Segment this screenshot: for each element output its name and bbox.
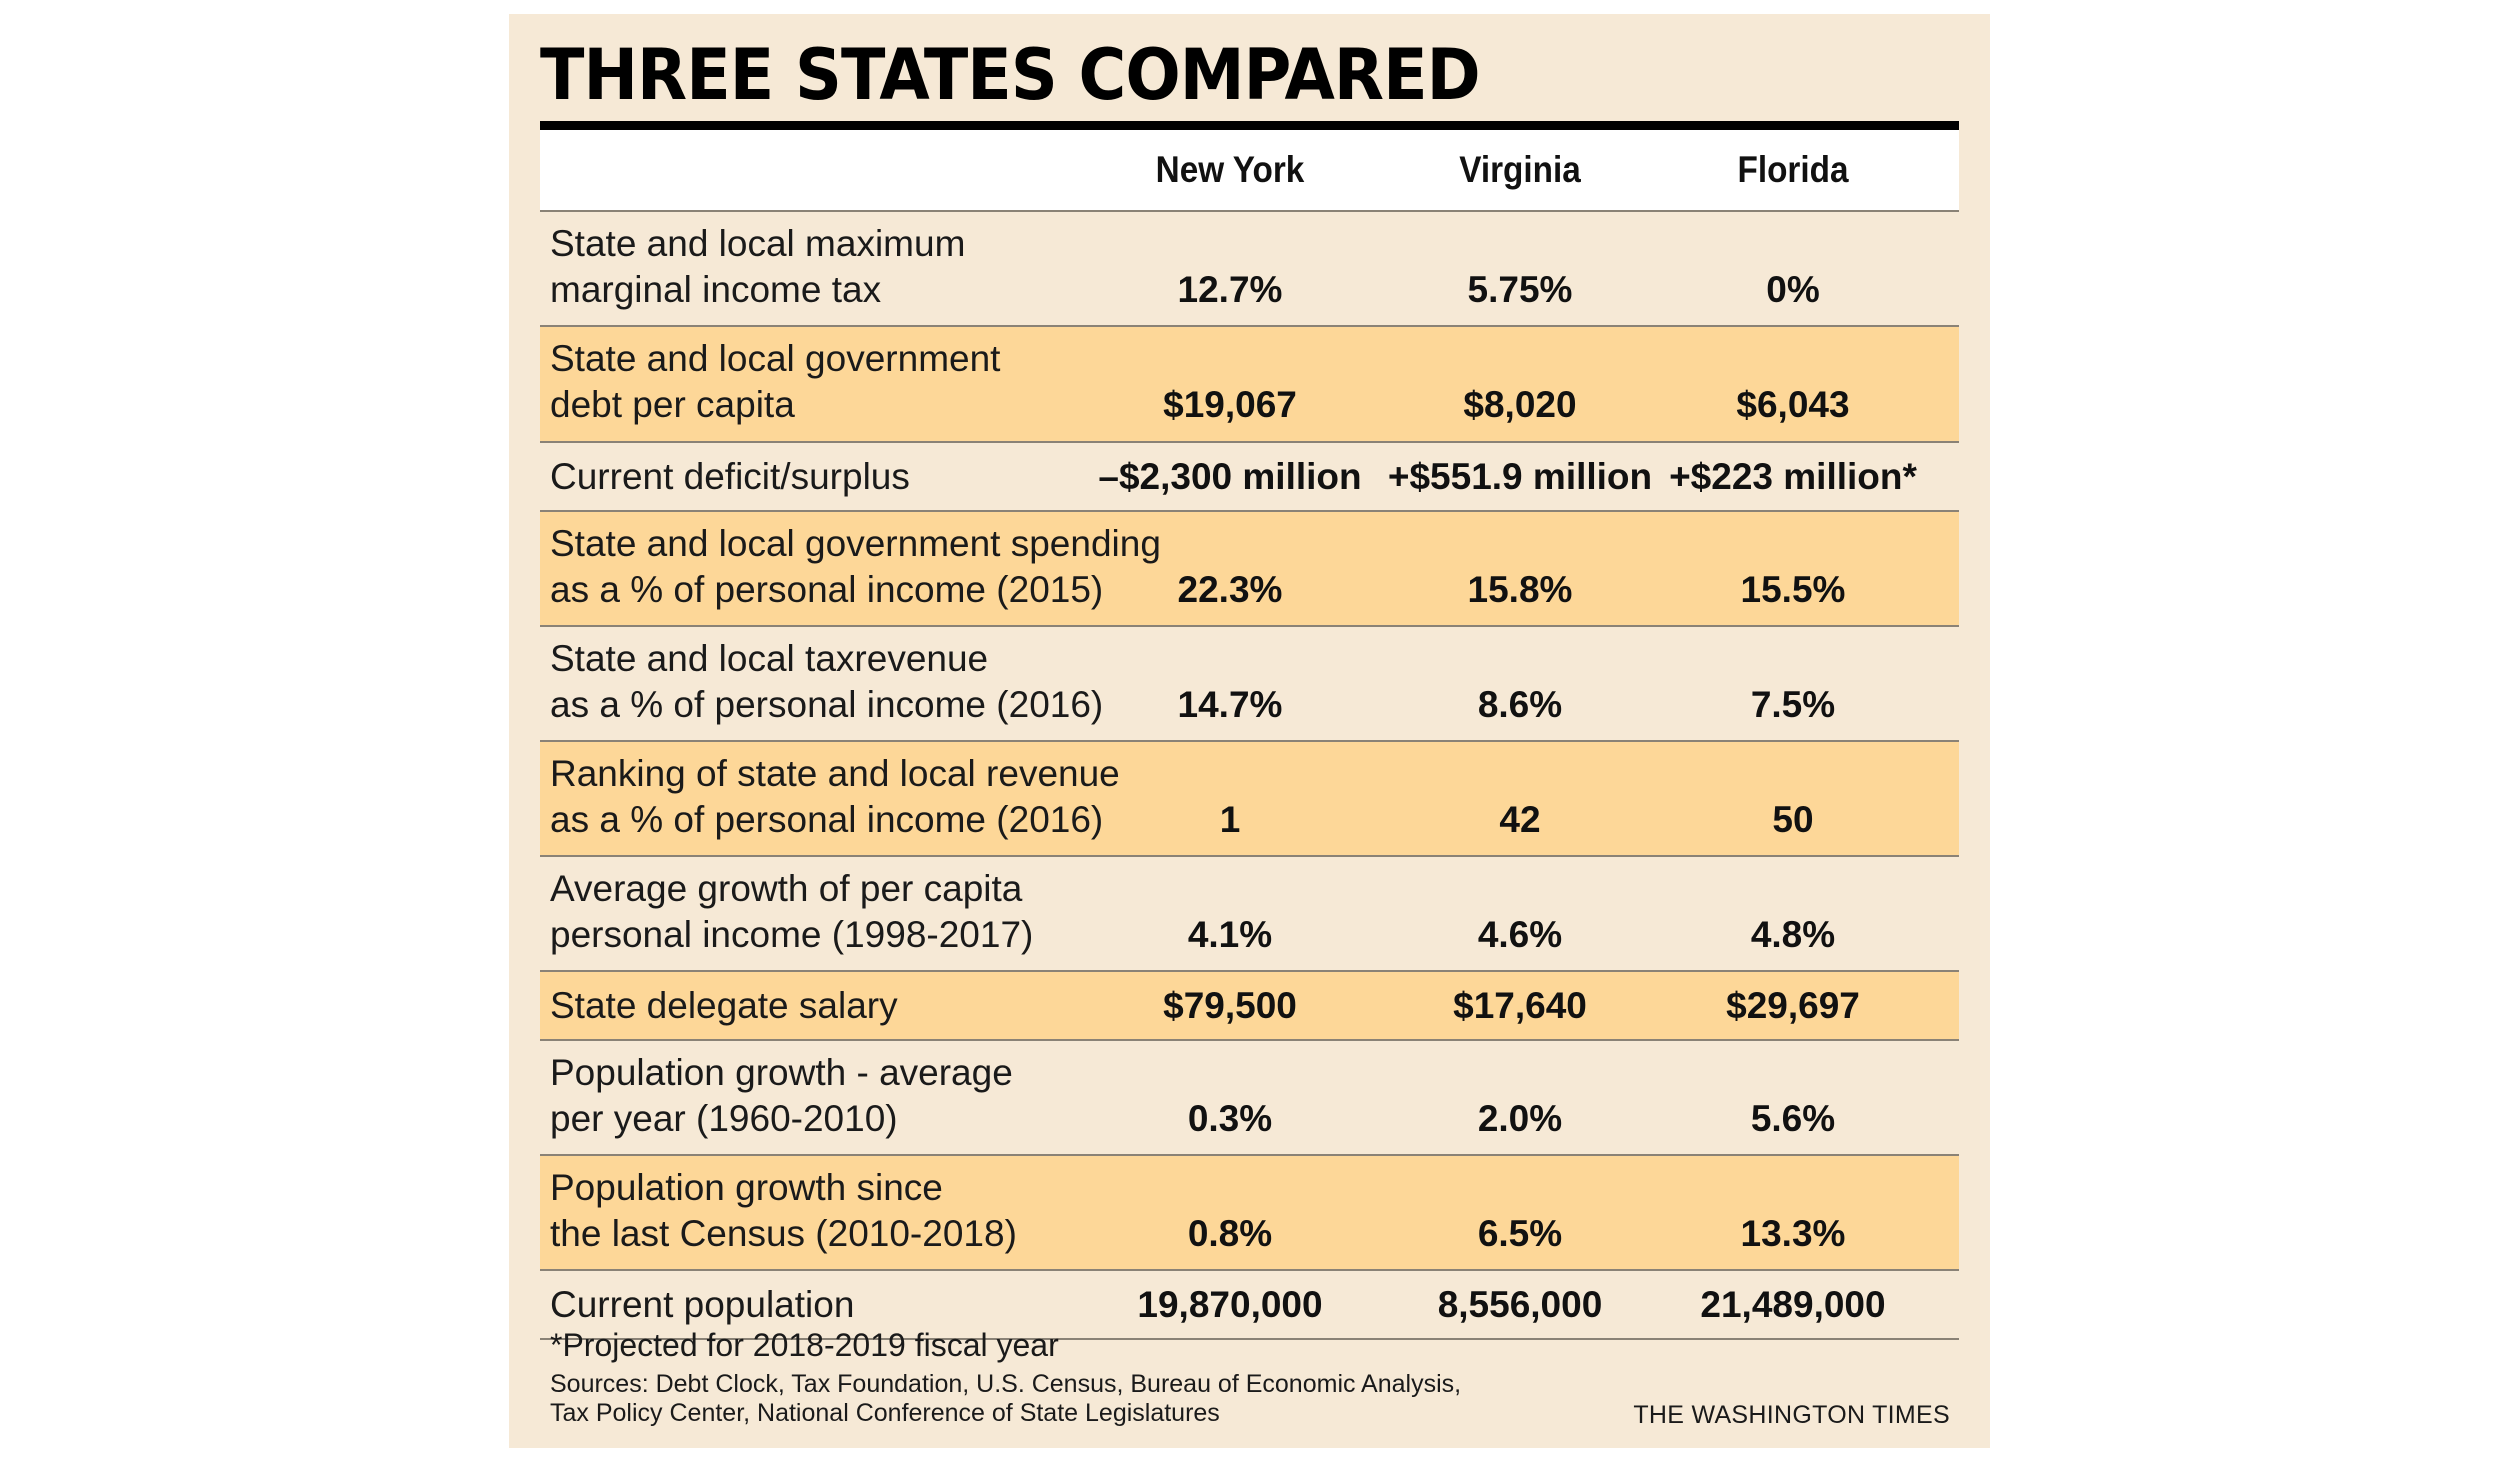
value-virginia: 4.6%: [1477, 914, 1563, 955]
value-new-york: 19,870,000: [1137, 1284, 1323, 1325]
table-row: State and local maximum marginal income …: [540, 212, 1959, 327]
value-virginia: 5.75%: [1467, 269, 1573, 310]
column-header-new-york: New York: [1155, 149, 1305, 190]
value-florida: 7.5%: [1750, 684, 1836, 725]
value-new-york: 0.3%: [1187, 1098, 1273, 1139]
infographic-title: THREE STATES COMPARED: [540, 34, 1481, 116]
row-label: Current population: [550, 1284, 855, 1325]
value-florida: $29,697: [1726, 985, 1860, 1026]
value-new-york: 0.8%: [1187, 1213, 1273, 1254]
row-label: State and local government spending as a…: [550, 523, 1161, 610]
row-label: State and local maximum marginal income …: [550, 223, 966, 310]
value-florida: 50: [1772, 799, 1814, 840]
value-virginia: +$551.9 million: [1387, 456, 1653, 497]
table-row: State and local government spending as a…: [540, 512, 1959, 627]
column-header-florida: Florida: [1737, 149, 1849, 190]
value-new-york: 4.1%: [1187, 914, 1273, 955]
row-label: State delegate salary: [550, 985, 898, 1026]
row-label: State and local government debt per capi…: [550, 338, 1001, 425]
value-new-york: 12.7%: [1177, 269, 1283, 310]
value-new-york: $79,500: [1163, 985, 1297, 1026]
table-row: State delegate salary $79,500 $17,640 $2…: [540, 972, 1959, 1041]
value-florida: 15.5%: [1740, 569, 1846, 610]
table-header: New York Virginia Florida: [540, 130, 1959, 212]
value-new-york: 22.3%: [1177, 569, 1283, 610]
row-label: Current deficit/surplus: [550, 456, 910, 497]
value-new-york: $19,067: [1163, 384, 1297, 425]
value-virginia: 6.5%: [1477, 1213, 1563, 1254]
value-virginia: 2.0%: [1477, 1098, 1563, 1139]
value-florida: 21,489,000: [1700, 1284, 1886, 1325]
value-new-york: 14.7%: [1177, 684, 1283, 725]
value-virginia: $8,020: [1463, 384, 1577, 425]
title-rule: [540, 121, 1959, 130]
value-florida: 5.6%: [1750, 1098, 1836, 1139]
value-virginia: 8,556,000: [1437, 1284, 1603, 1325]
value-florida: 4.8%: [1750, 914, 1836, 955]
publisher-credit: THE WASHINGTON TIMES: [1633, 1401, 1950, 1429]
table-row: State and local government debt per capi…: [540, 327, 1959, 443]
row-label: Population growth since the last Census …: [550, 1167, 1017, 1254]
table-row: State and local taxrevenue as a % of per…: [540, 627, 1959, 742]
footnote: *Projected for 2018-2019 fiscal year: [550, 1327, 1059, 1363]
value-virginia: $17,640: [1453, 985, 1587, 1026]
table-row: Current deficit/surplus –$2,300 million …: [540, 443, 1959, 512]
table-row: Average growth of per capita personal in…: [540, 857, 1959, 972]
comparison-table: New York Virginia Florida State and loca…: [540, 130, 1959, 1340]
row-label: Average growth of per capita personal in…: [550, 868, 1034, 955]
table-row: Population growth - average per year (19…: [540, 1041, 1959, 1156]
value-virginia: 15.8%: [1467, 569, 1573, 610]
value-florida: 13.3%: [1740, 1213, 1846, 1254]
row-label: Population growth - average per year (19…: [550, 1052, 1013, 1139]
row-label: State and local taxrevenue as a % of per…: [550, 638, 1104, 725]
value-florida: $6,043: [1736, 384, 1850, 425]
table-row: Ranking of state and local revenue as a …: [540, 742, 1959, 857]
table-row: Population growth since the last Census …: [540, 1156, 1959, 1271]
value-virginia: 8.6%: [1477, 684, 1563, 725]
column-header-virginia: Virginia: [1459, 149, 1581, 190]
sources-note: Sources: Debt Clock, Tax Foundation, U.S…: [550, 1370, 1462, 1427]
table-row: Current population 19,870,000 8,556,000 …: [540, 1271, 1959, 1340]
value-new-york: 1: [1219, 799, 1241, 840]
value-virginia: 42: [1499, 799, 1541, 840]
infographic-panel: THREE STATES COMPARED New York Virginia …: [509, 14, 1990, 1448]
row-label: Ranking of state and local revenue as a …: [550, 753, 1120, 840]
value-florida: +$223 million*: [1669, 456, 1917, 497]
value-florida: 0%: [1766, 269, 1820, 310]
value-new-york: –$2,300 million: [1098, 456, 1362, 497]
